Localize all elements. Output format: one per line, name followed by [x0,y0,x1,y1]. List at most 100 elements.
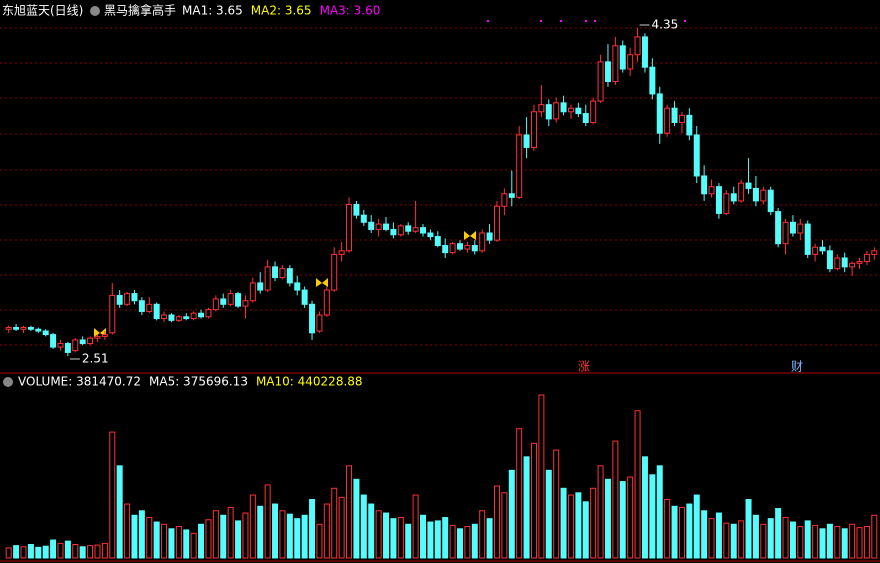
volume-bar [671,505,678,559]
volume-bar [316,523,323,559]
volume-bar [708,518,715,559]
volume-bar [375,510,382,559]
volume-bar [826,523,833,559]
candle-body [767,189,774,213]
volume-bar [715,512,722,559]
candle-body [782,221,789,245]
volume-bar [220,514,227,559]
candle-body [516,134,523,198]
volume-bar [789,521,796,559]
candle-body [804,223,811,255]
volume-bar [42,545,49,559]
candle-body [13,326,20,330]
volume-bar [50,539,57,559]
volume-bar [168,528,175,559]
candle-body [390,228,397,236]
volume-bar [634,410,641,559]
volume-bar [863,526,870,559]
candle-body [368,221,375,230]
candle-body [775,211,782,245]
candle-body [323,289,330,316]
butterfly-icons [94,231,476,337]
volume-bar [501,492,508,559]
candle-body [590,100,597,123]
volume-bar [449,524,456,559]
candle-body [745,182,752,189]
candle-body [456,243,463,250]
volume-bar [101,542,108,559]
volume-bar [87,545,94,559]
candle-body [331,253,338,291]
candle-body [316,314,323,332]
candle-body [701,175,708,195]
candle-body [545,104,552,120]
candle-body [168,314,175,321]
volume-bar [627,476,634,559]
volume-bar [701,510,708,559]
volume-bar [493,485,500,559]
volume-bar [183,529,190,559]
candle-body [523,134,530,148]
candle-body [272,266,279,279]
candle-body [501,193,508,207]
candle-body [553,102,560,120]
volume-bar [841,528,848,559]
volume-bar [767,518,774,559]
candle-body [227,293,234,305]
candle-body [353,203,360,216]
candle-body [664,107,671,134]
volume-bar [146,517,153,559]
marker: 财 [791,360,803,374]
candle-body [198,312,205,318]
candle-body [5,326,12,330]
volume-bar [338,496,345,559]
candle-body [649,66,656,95]
volume-bar [612,440,619,559]
volume-bar [405,523,412,559]
volume-bar [575,492,582,559]
volume-bar [353,478,360,559]
volume-bar [190,532,197,559]
candle-body [87,337,94,345]
volume-bar [560,487,567,559]
candle-body [479,232,486,252]
volume-bar [834,526,841,559]
volume-bar [249,494,256,559]
volume-bar [464,526,471,559]
candle-body [27,326,34,330]
candle-body [79,339,86,345]
volume-icon[interactable] [3,377,13,387]
volume-bar [212,510,219,559]
candle-body [538,104,545,113]
volume-bar [738,520,745,559]
candle-body [50,334,57,348]
volume-bar [368,503,375,559]
candle-body [420,227,427,234]
candle-body [397,225,404,236]
candle-body [863,253,870,263]
volume-bar [205,519,212,559]
volume-bar [20,546,27,559]
candle-body [738,182,745,202]
legend-entry: VOLUME: 381470.72 [18,375,141,389]
candle-body [338,250,345,255]
volume-bar [856,527,863,559]
volume-bar [849,523,856,559]
candle-body [249,282,256,302]
candle-body [434,236,441,246]
volume-bar [745,499,752,559]
chart-title: 东旭蓝天(日线) [2,4,83,18]
indicator-icon[interactable] [90,6,100,16]
volume-bar [294,518,301,559]
candle-body [124,293,131,305]
volume-bar [530,442,537,559]
candle-body [427,232,434,238]
candle-body [693,134,700,177]
legend-entry: MA10: 440228.88 [256,375,363,389]
candle-body [116,294,123,305]
candle-body [220,298,227,305]
volume-bar [412,494,419,559]
volume-bar [752,514,759,559]
candle-body [146,303,153,312]
candle-body [597,61,604,102]
